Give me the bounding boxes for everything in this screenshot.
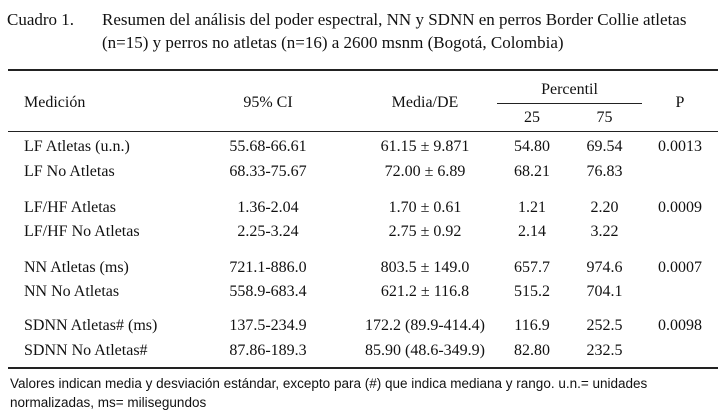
cell-p75: 232.5 (586, 342, 623, 359)
cell-ci: 137.5-234.9 (229, 317, 307, 334)
cell-medicion: SDNN Atletas# (ms) (24, 317, 158, 334)
cell-medicion: LF No Atletas (24, 163, 115, 180)
caption-text: Resumen del análisis del poder espectral… (102, 10, 687, 52)
cell-p: 0.0009 (658, 199, 702, 216)
header-rule (8, 131, 718, 132)
cell-p: 0.0013 (658, 138, 702, 155)
cell-ci: 2.25-3.24 (237, 223, 299, 240)
header-ci: 95% CI (243, 94, 293, 111)
table-footnote: Valores indican media y desviación están… (10, 376, 648, 410)
cell-p25: 515.2 (514, 283, 550, 300)
cell-media: 803.5 ± 149.0 (380, 259, 470, 276)
percentil-rule (497, 103, 642, 104)
cell-medicion: LF/HF Atletas (24, 199, 117, 216)
bottom-rule (8, 367, 718, 369)
cell-medicion: NN Atletas (ms) (24, 259, 129, 276)
cell-p25: 82.80 (514, 342, 550, 359)
cell-media: 2.75 ± 0.92 (388, 223, 462, 240)
cell-media: 72.00 ± 6.89 (384, 163, 466, 180)
cell-p75: 974.6 (586, 259, 623, 276)
cell-ci: 87.86-189.3 (229, 342, 307, 359)
cell-media: 1.70 ± 0.61 (388, 199, 462, 216)
header-medicion: Medición (24, 94, 86, 111)
cell-p25: 2.14 (518, 223, 546, 240)
cell-p75: 252.5 (586, 317, 623, 334)
cell-p25: 116.9 (514, 317, 550, 334)
cell-ci: 55.68-66.61 (229, 138, 307, 155)
cell-ci: 68.33-75.67 (229, 163, 307, 180)
header-p: P (675, 94, 685, 111)
cell-media: 621.2 ± 116.8 (380, 283, 470, 300)
header-media: Media/DE (391, 94, 459, 111)
cell-p: 0.0098 (658, 317, 702, 334)
cell-medicion: LF Atletas (u.n.) (24, 138, 130, 155)
cell-ci: 1.36-2.04 (237, 199, 299, 216)
cell-p75: 2.20 (590, 199, 619, 216)
cell-media: 172.2 (89.9-414.4) (365, 317, 485, 334)
cell-p75: 3.22 (590, 223, 619, 240)
cell-p25: 657.7 (514, 259, 550, 276)
header-percentil: Percentil (541, 81, 598, 98)
caption-label: Cuadro 1. (7, 10, 75, 29)
cell-p25: 1.21 (518, 199, 546, 216)
cell-p: 0.0007 (658, 259, 702, 276)
cell-media: 85.90 (48.6-349.9) (365, 342, 485, 359)
cell-medicion: NN No Atletas (24, 283, 120, 300)
cell-p75: 704.1 (586, 283, 623, 300)
header-p75: 75 (596, 109, 613, 126)
cell-p75: 69.54 (586, 138, 623, 155)
cell-media: 61.15 ± 9.871 (380, 138, 470, 155)
cell-p75: 76.83 (586, 163, 623, 180)
top-rule (8, 69, 718, 71)
cell-medicion: SDNN No Atletas# (24, 342, 148, 359)
cell-medicion: LF/HF No Atletas (24, 223, 140, 240)
cell-p25: 68.21 (514, 163, 550, 180)
header-p25: 25 (524, 109, 540, 126)
cell-ci: 558.9-683.4 (229, 283, 307, 300)
cell-ci: 721.1-886.0 (229, 259, 307, 276)
cell-p25: 54.80 (514, 138, 550, 155)
